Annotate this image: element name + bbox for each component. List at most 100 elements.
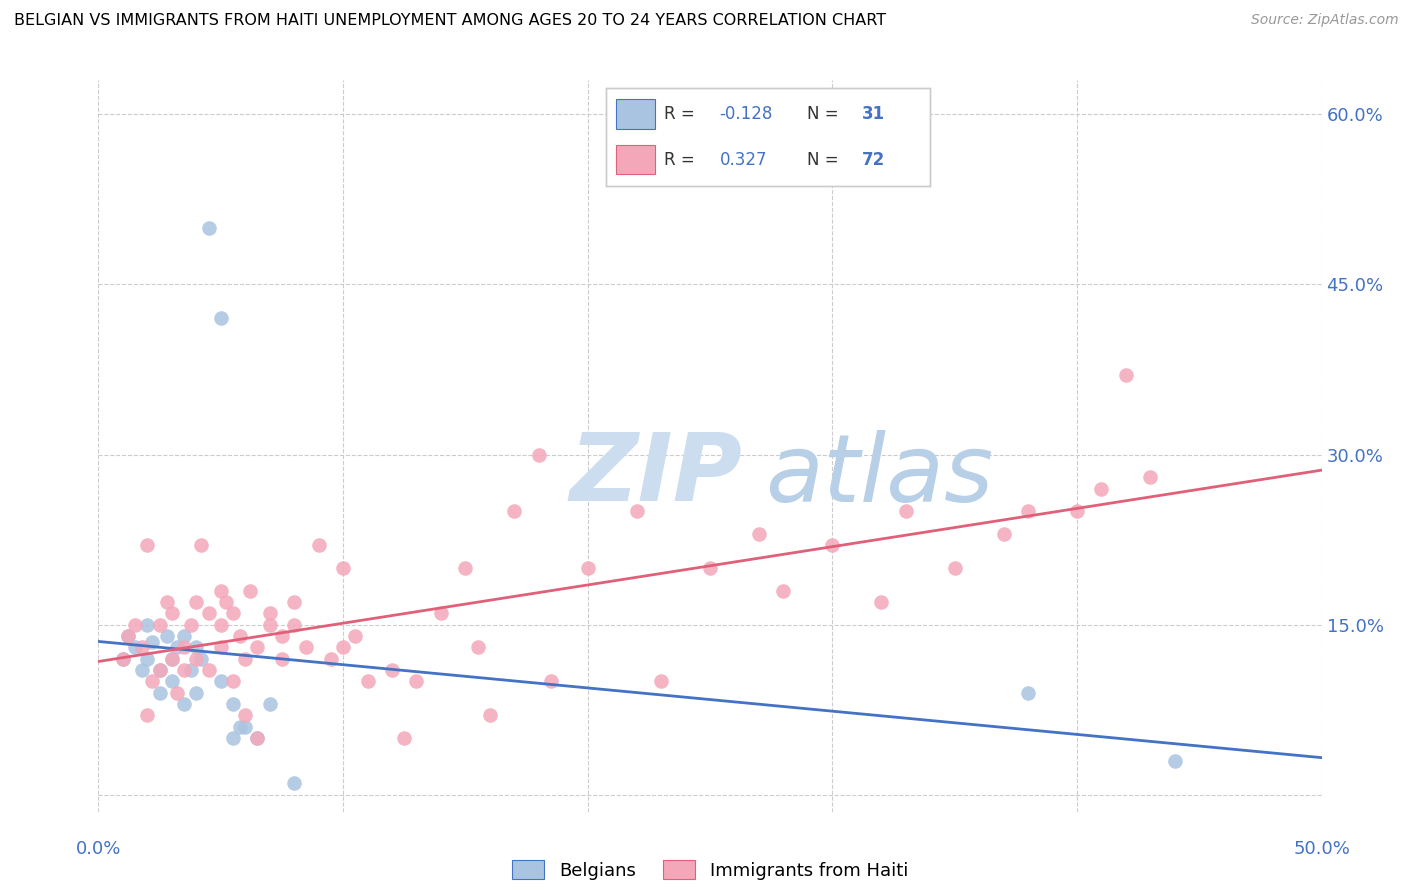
Point xyxy=(332,561,354,575)
Point xyxy=(136,708,159,723)
Point xyxy=(233,720,256,734)
Point xyxy=(229,720,252,734)
Point xyxy=(149,617,172,632)
Text: Source: ZipAtlas.com: Source: ZipAtlas.com xyxy=(1251,13,1399,28)
Point xyxy=(222,674,245,689)
Point xyxy=(209,617,232,632)
Point xyxy=(1139,470,1161,484)
Point xyxy=(478,708,501,723)
Point xyxy=(186,651,208,665)
Point xyxy=(209,640,232,655)
Point xyxy=(117,629,139,643)
Point xyxy=(190,651,212,665)
Point xyxy=(283,595,305,609)
Point xyxy=(467,640,489,655)
Point xyxy=(186,640,208,655)
Point xyxy=(308,538,330,552)
Point xyxy=(209,674,232,689)
Point xyxy=(283,776,305,790)
Point xyxy=(111,651,134,665)
Point xyxy=(136,617,159,632)
Point xyxy=(156,595,179,609)
Point xyxy=(259,617,281,632)
Point xyxy=(246,731,269,745)
Point xyxy=(229,629,252,643)
Point xyxy=(173,640,195,655)
Point xyxy=(222,731,245,745)
Point xyxy=(894,504,917,518)
Point xyxy=(748,527,770,541)
Point xyxy=(166,686,188,700)
Point xyxy=(197,663,219,677)
Point xyxy=(197,220,219,235)
Point xyxy=(173,629,195,643)
Point xyxy=(209,311,232,326)
Point xyxy=(186,595,208,609)
Point xyxy=(430,607,453,621)
Point xyxy=(160,651,183,665)
Point xyxy=(821,538,844,552)
Point xyxy=(392,731,416,745)
Point xyxy=(1115,368,1137,383)
Point xyxy=(173,663,195,677)
Point xyxy=(180,663,202,677)
Point xyxy=(214,595,236,609)
Point xyxy=(149,686,172,700)
Point xyxy=(772,583,794,598)
Point xyxy=(131,640,153,655)
Point xyxy=(197,607,219,621)
Point xyxy=(1164,754,1187,768)
Point xyxy=(149,663,172,677)
Point xyxy=(222,697,245,711)
Point xyxy=(149,663,172,677)
Point xyxy=(1017,504,1039,518)
Point xyxy=(141,674,163,689)
Point xyxy=(332,640,354,655)
Point xyxy=(381,663,404,677)
Point xyxy=(233,708,256,723)
Point xyxy=(136,538,159,552)
Point xyxy=(270,651,294,665)
Legend: Belgians, Immigrants from Haiti: Belgians, Immigrants from Haiti xyxy=(505,853,915,887)
Point xyxy=(1090,482,1112,496)
Point xyxy=(454,561,477,575)
Point xyxy=(160,607,183,621)
Point xyxy=(503,504,526,518)
Point xyxy=(943,561,966,575)
Text: ZIP: ZIP xyxy=(569,429,742,521)
Point xyxy=(1066,504,1088,518)
Point xyxy=(870,595,893,609)
Point xyxy=(699,561,721,575)
Point xyxy=(117,629,139,643)
Point xyxy=(283,617,305,632)
Point xyxy=(356,674,378,689)
Point xyxy=(259,697,281,711)
Point xyxy=(239,583,262,598)
Point xyxy=(295,640,318,655)
Point xyxy=(141,634,163,648)
Point xyxy=(650,674,672,689)
Text: atlas: atlas xyxy=(765,430,993,521)
Point xyxy=(209,583,232,598)
Point xyxy=(160,674,183,689)
Point xyxy=(576,561,599,575)
Point xyxy=(180,617,202,632)
Point xyxy=(156,629,179,643)
Point xyxy=(405,674,427,689)
Point xyxy=(246,640,269,655)
Point xyxy=(190,538,212,552)
Point xyxy=(246,731,269,745)
Point xyxy=(626,504,648,518)
Point xyxy=(136,651,159,665)
Point xyxy=(160,651,183,665)
Point xyxy=(186,686,208,700)
Point xyxy=(222,607,245,621)
Point xyxy=(270,629,294,643)
Point xyxy=(124,640,146,655)
Point xyxy=(527,448,550,462)
Point xyxy=(111,651,134,665)
Text: BELGIAN VS IMMIGRANTS FROM HAITI UNEMPLOYMENT AMONG AGES 20 TO 24 YEARS CORRELAT: BELGIAN VS IMMIGRANTS FROM HAITI UNEMPLO… xyxy=(14,13,886,29)
Text: 0.0%: 0.0% xyxy=(76,840,121,858)
Text: 50.0%: 50.0% xyxy=(1294,840,1350,858)
Point xyxy=(344,629,367,643)
